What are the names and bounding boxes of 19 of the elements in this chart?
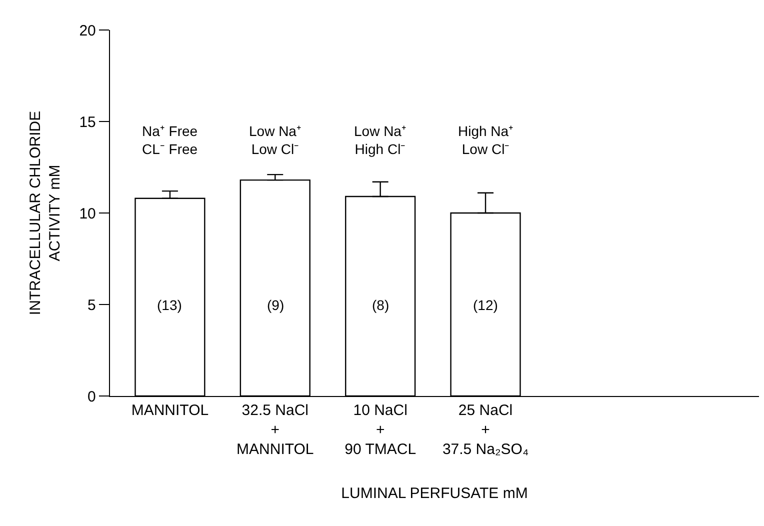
y-axis-title: INTRACELLULAR CHLORIDE ACTIVITY mM bbox=[26, 110, 64, 316]
annotation: (12) bbox=[473, 297, 498, 313]
annotation: (8) bbox=[372, 297, 390, 313]
y-tick-label: 5 bbox=[88, 296, 96, 314]
y-tick-label: 15 bbox=[79, 114, 96, 131]
annotation: Low Na⁺ High Cl⁻ bbox=[354, 123, 406, 158]
x-tick-label: 25 NaCl + 37.5 Na₂SO₄ bbox=[442, 402, 529, 458]
annotation: (13) bbox=[157, 297, 182, 313]
x-tick-label: 10 NaCl + 90 TMACL bbox=[344, 402, 416, 458]
annotation: Low Na⁺ Low Cl⁻ bbox=[249, 123, 302, 158]
y-tick-label: 10 bbox=[79, 205, 96, 222]
x-tick-label: 32.5 NaCl + MANNITOL bbox=[236, 402, 314, 458]
x-axis-title: LUMINAL PERFUSATE mM bbox=[341, 485, 528, 502]
y-tick-label: 0 bbox=[88, 388, 96, 406]
annotation: Na⁺ Free CL⁻ Free bbox=[142, 123, 198, 158]
x-tick-label: MANNITOL bbox=[131, 402, 209, 420]
annotation: (9) bbox=[267, 297, 284, 313]
annotation: High Na⁺ Low Cl⁻ bbox=[458, 123, 514, 158]
y-tick-label: 20 bbox=[79, 22, 96, 40]
